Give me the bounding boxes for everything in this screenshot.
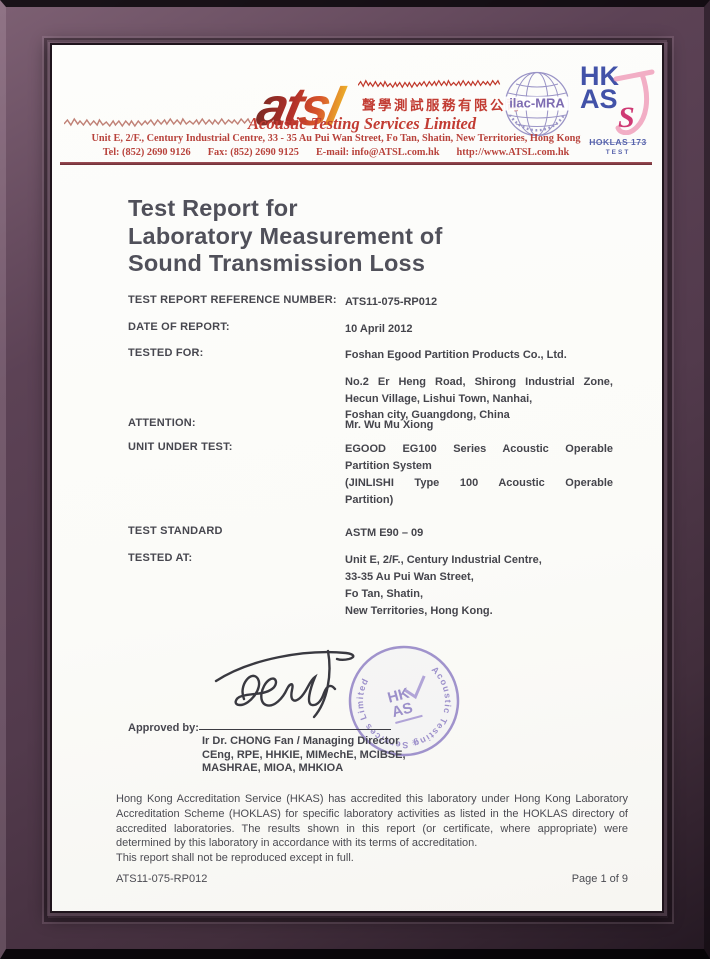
company-name-english: Acoustic Testing Services Limited	[248, 114, 477, 133]
page-footer: ATS11-075-RP012 Page 1 of 9	[116, 873, 628, 885]
signature	[214, 649, 355, 719]
field-label-date: DATE OF REPORT:	[128, 321, 230, 333]
stamp-star: ✳	[410, 737, 420, 749]
unit-line-2: Partition System	[345, 460, 432, 472]
approved-by-label: Approved by:	[128, 722, 199, 734]
waveform-zigzag-right-icon	[358, 79, 501, 89]
ilac-mra-label: ilac-MRA	[509, 96, 565, 111]
field-value-test-standard: ASTM E90 – 09	[345, 527, 424, 539]
report-page: atsl 聲學測試服務有限公司 Acoustic Testing Service…	[52, 45, 662, 911]
atsl-logo-text: atsl	[256, 77, 351, 135]
approver-qualifications-1: CEng, RPE, HHKIE, MIMechE, MCIBSE,	[202, 748, 406, 761]
letterhead-address: Unit E, 2/F., Century Industrial Centre,…	[91, 133, 581, 144]
field-label-test-standard: TEST STANDARD	[128, 525, 223, 537]
website-label: http://www.ATSL.com.hk	[456, 147, 570, 158]
field-label-attention: ATTENTION:	[128, 417, 196, 429]
company-stamp: Acoustic Testing Services Limited ✳ HK A…	[347, 645, 462, 759]
hkas-pink-brush-icon: S	[613, 69, 655, 135]
field-value-tested-for: Foshan Egood Partition Products Co., Ltd…	[345, 349, 567, 361]
title-line-1: Test Report for	[128, 195, 298, 221]
client-address-line-3: Foshan city, Guangdong, China	[345, 409, 510, 421]
title-line-2: Laboratory Measurement of	[128, 222, 443, 249]
tel-label: Tel: (852) 2690 9126	[102, 147, 191, 158]
hkas-line2: AS	[580, 84, 618, 114]
field-value-unit-under-test: EGOOD EG100 Series Acoustic Operable Par…	[345, 441, 613, 509]
hoklas-label: HOKLAS 173	[589, 137, 647, 147]
approver-qualifications-2: MASHRAE, MIOA, MHKIOA	[202, 762, 344, 774]
unit-line-4: Partition)	[345, 494, 394, 506]
field-label-unit-under-test: UNIT UNDER TEST:	[128, 441, 233, 453]
field-label-tested-at: TESTED AT:	[128, 552, 193, 564]
approver-name: Ir Dr. CHONG Fan / Managing Director	[202, 735, 400, 747]
field-value-tested-at: Unit E, 2/F., Century Industrial Centre,…	[345, 552, 613, 620]
footer-report-ref: ATS11-075-RP012	[116, 873, 208, 885]
field-label-tested-for: TESTED FOR:	[128, 347, 204, 359]
company-name-chinese: 聲學測試服務有限公司	[362, 98, 522, 113]
field-value-date: 10 April 2012	[345, 323, 413, 335]
tested-at-line-2: 33-35 Au Pui Wan Street,	[345, 571, 474, 583]
ilac-mra-logo: ilac-MRA	[504, 71, 570, 137]
fax-label: Fax: (852) 2690 9125	[207, 147, 299, 158]
atsl-logo: atsl	[256, 77, 351, 135]
frame-inner-bevel	[42, 36, 674, 924]
field-label-reference: TEST REPORT REFERENCE NUMBER:	[128, 294, 337, 306]
title-line-3: Sound Transmission Loss	[128, 250, 426, 276]
stamp-center-line1: HK	[386, 685, 411, 707]
header-divider	[60, 162, 652, 165]
reproduction-notice: This report shall not be reproduced exce…	[116, 852, 354, 864]
email-label: E-mail: info@ATSL.com.hk	[315, 147, 440, 158]
waveform-zigzag-left-icon	[64, 117, 251, 128]
report-title: Test Report for Laboratory Measurement o…	[128, 195, 442, 278]
letterhead-contact: Tel: (852) 2690 9126 Fax: (852) 2690 912…	[66, 147, 606, 158]
tested-at-line-4: New Territories, Hong Kong.	[345, 605, 493, 617]
tested-at-line-1: Unit E, 2/F., Century Industrial Centre,	[345, 554, 542, 566]
client-address-line-1: No.2 Er Heng Road, Shirong Industrial Zo…	[345, 376, 613, 388]
signature-line	[199, 715, 391, 730]
accreditation-statement: Hong Kong Accreditation Service (HKAS) h…	[116, 793, 628, 850]
page-number: Page 1 of 9	[571, 873, 628, 885]
hkas-logo: HK AS S HOKLAS 173 TEST	[578, 61, 658, 167]
hkas-accent-s: S	[618, 101, 635, 134]
unit-line-1: EGOOD EG100 Series Acoustic Operable	[345, 443, 613, 455]
tested-at-line-3: Fo Tan, Shatin,	[345, 588, 424, 600]
hkas-line1: HK	[580, 61, 619, 91]
field-value-attention: Mr. Wu Mu Xiong	[345, 419, 434, 431]
field-value-reference: ATS11-075-RP012	[345, 296, 438, 308]
stamp-tick-icon	[404, 675, 426, 700]
stamp-center-line2: AS	[390, 699, 415, 721]
field-value-client-address: No.2 Er Heng Road, Shirong Industrial Zo…	[345, 374, 613, 424]
stamp-center-underline	[395, 714, 423, 724]
approver-details: Ir Dr. CHONG Fan / Managing Director CEn…	[202, 735, 406, 776]
client-address-line-2: Hecun Village, Lishui Town, Nanhai,	[345, 392, 533, 405]
hoklas-test-label: TEST	[605, 149, 631, 156]
unit-line-3: (JINLISHI Type 100 Acoustic Operable	[345, 477, 613, 489]
